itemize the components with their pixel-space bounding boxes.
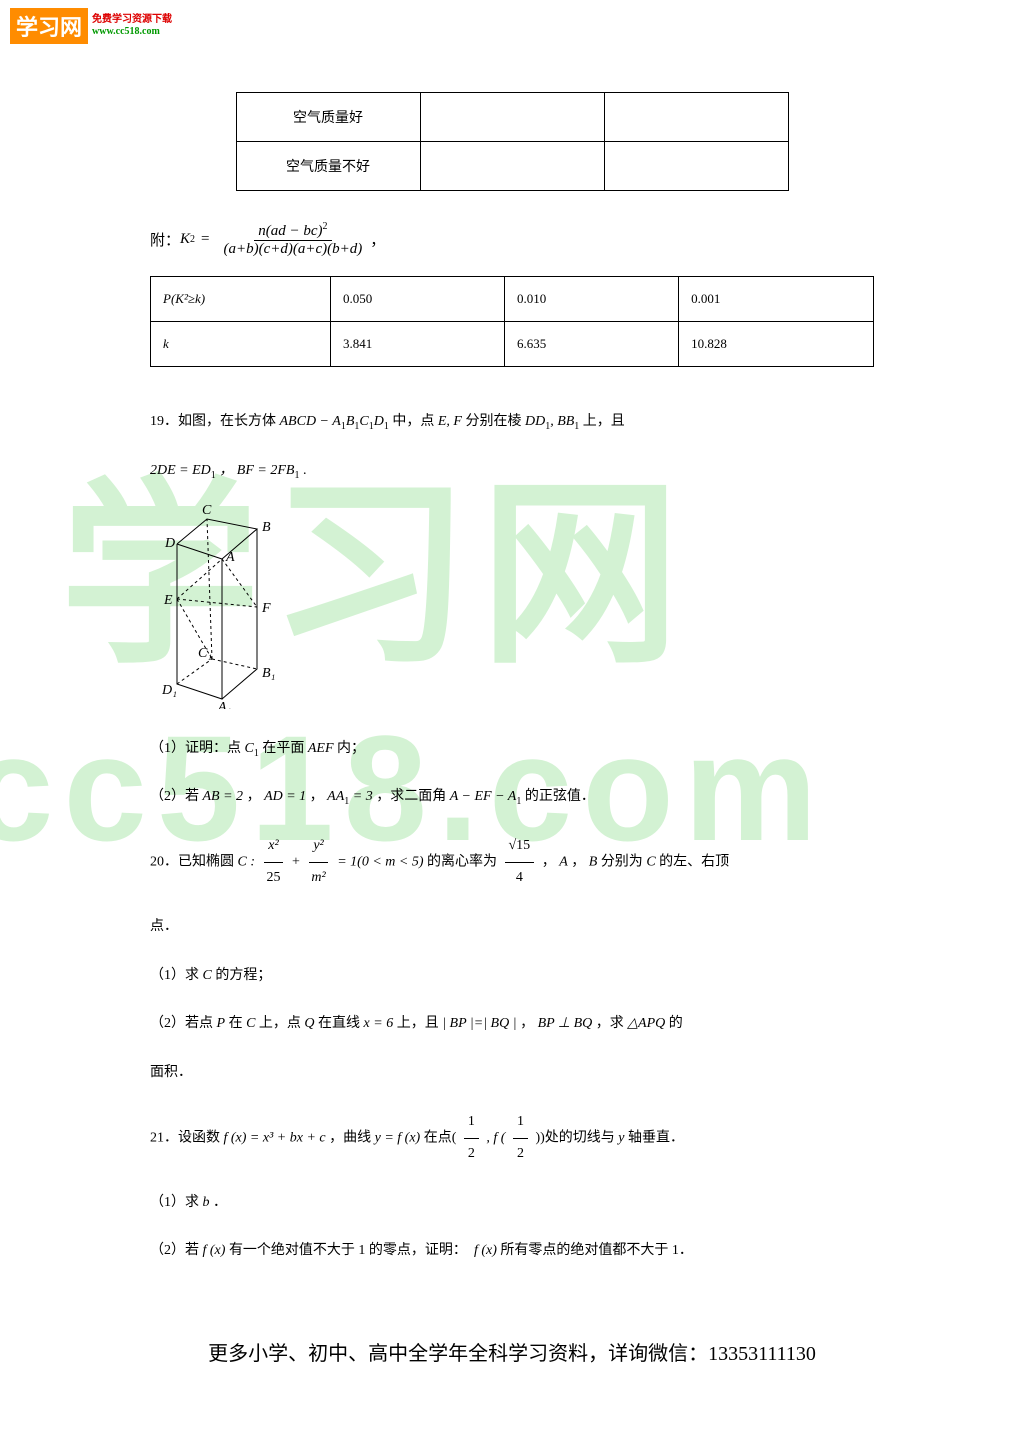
q20-cont: 点． xyxy=(150,912,874,943)
table-row: k 3.841 6.635 10.828 xyxy=(151,322,874,367)
formula-num: n(ad − bc) xyxy=(258,223,322,239)
question-21: 21．设函数 f (x) = x³ + bx + c ，曲线 y = f (x)… xyxy=(150,1107,874,1170)
q19-cond: 2DE = ED1 ， BF = 2FB1 . xyxy=(150,456,874,487)
cell xyxy=(420,93,604,142)
svg-text:A: A xyxy=(225,550,235,565)
svg-text:B: B xyxy=(262,520,271,535)
cell xyxy=(604,142,788,191)
question-19: 19．如图，在长方体 ABCD − A1B1C1D1 中，点 E, F 分别在棱… xyxy=(150,407,874,438)
cell: 10.828 xyxy=(679,322,874,367)
svg-text:F: F xyxy=(261,601,271,616)
logo-text: 学习网 xyxy=(10,8,88,44)
cuboid-figure: D C B A E F D₁ C₁ B₁ A₁ xyxy=(162,499,874,714)
air-quality-table: 空气质量好 空气质量不好 xyxy=(236,92,789,191)
formula-lhs: K xyxy=(180,231,190,248)
q20-part2b: 面积． xyxy=(150,1058,874,1089)
table-row: 空气质量不好 xyxy=(236,142,788,191)
cell: k xyxy=(151,322,331,367)
q19-part1: （1）证明：点 C1 在平面 AEF 内； xyxy=(150,734,874,765)
table-row: P(K²≥k) 0.050 0.010 0.001 xyxy=(151,277,874,322)
cell: P(K²≥k) xyxy=(151,277,331,322)
table-row: 空气质量好 xyxy=(236,93,788,142)
logo-url: www.cc518.com xyxy=(92,26,172,38)
page-footer: 更多小学、初中、高中全学年全科学习资料，详询微信：13353111130 xyxy=(0,1337,1024,1366)
cell: 0.001 xyxy=(679,277,874,322)
cell: 0.010 xyxy=(505,277,679,322)
logo-tag: 免费学习资源下载 xyxy=(92,14,172,26)
q20-part2: （2）若点 P 在 C 上，点 Q 在直线 x = 6 上，且 | BP |=|… xyxy=(150,1009,874,1040)
site-logo: 学习网 免费学习资源下载 www.cc518.com xyxy=(0,0,1024,52)
cell: 0.050 xyxy=(331,277,505,322)
svg-text:C: C xyxy=(202,503,212,518)
formula-suffix: ， xyxy=(370,229,385,250)
formula-den: (a+b)(c+d)(a+c)(b+d) xyxy=(220,241,367,258)
svg-text:E: E xyxy=(163,593,173,608)
k2-table: P(K²≥k) 0.050 0.010 0.001 k 3.841 6.635 … xyxy=(150,276,874,367)
cell xyxy=(604,93,788,142)
cell: 3.841 xyxy=(331,322,505,367)
q21-part2: （2）若 f (x) 有一个绝对值不大于 1 的零点，证明： f (x) 所有零… xyxy=(150,1236,874,1267)
q19-part2: （2）若 AB = 2 ， AD = 1 ， AA1 = 3 ，求二面角 A −… xyxy=(150,782,874,813)
logo-sub: 免费学习资源下载 www.cc518.com xyxy=(92,14,172,38)
svg-text:D₁: D₁ xyxy=(162,683,177,698)
svg-text:A₁: A₁ xyxy=(217,700,231,709)
svg-text:D: D xyxy=(164,536,175,551)
svg-text:C₁: C₁ xyxy=(198,646,212,661)
cell: 6.635 xyxy=(505,322,679,367)
cell xyxy=(420,142,604,191)
question-20: 20．已知椭圆 C : x²25 + y²m² = 1(0 < m < 5) 的… xyxy=(150,831,874,894)
q20-part1: （1）求 C 的方程； xyxy=(150,961,874,992)
q21-part1: （1）求 b ． xyxy=(150,1188,874,1219)
cell: 空气质量好 xyxy=(236,93,420,142)
k-squared-formula: 附： K2 = n(ad − bc)2 (a+b)(c+d)(a+c)(b+d)… xyxy=(150,221,874,258)
svg-text:B₁: B₁ xyxy=(262,666,275,681)
formula-prefix: 附： xyxy=(150,229,180,250)
cell: 空气质量不好 xyxy=(236,142,420,191)
